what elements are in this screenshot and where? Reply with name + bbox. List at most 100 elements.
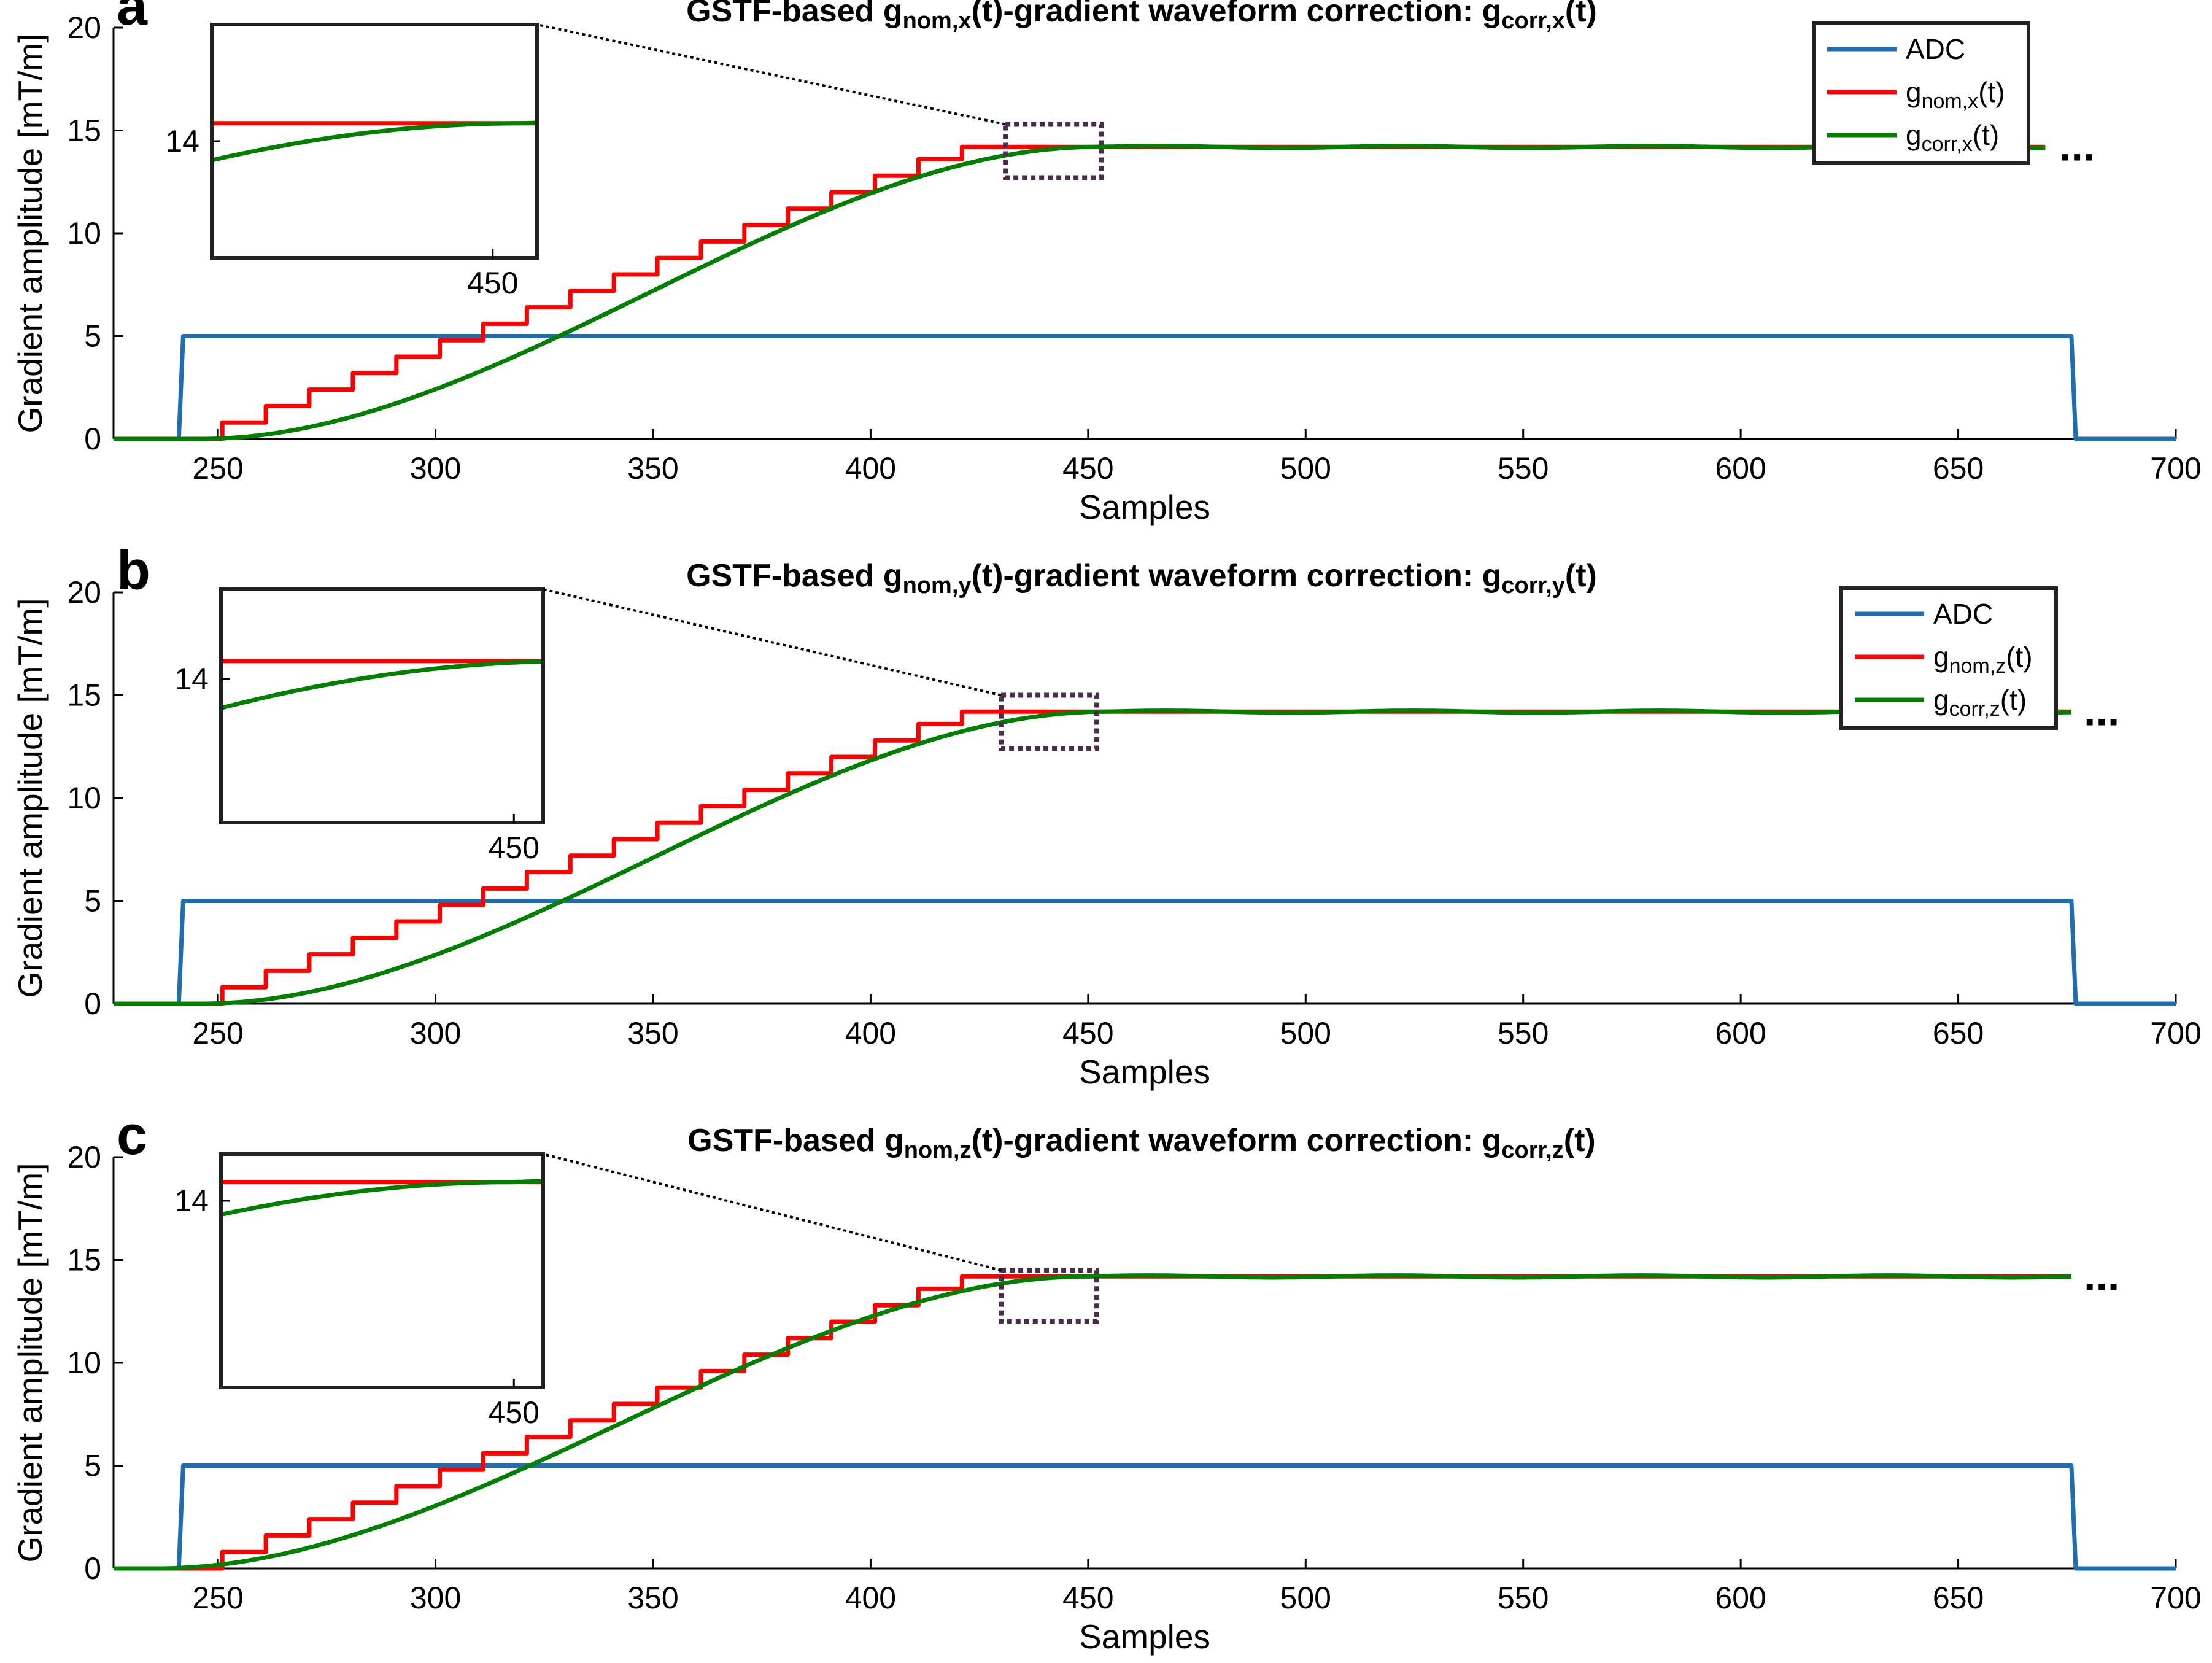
x-tick-label: 400 — [845, 451, 896, 486]
x-axis-label: Samples — [1079, 1618, 1210, 1656]
x-tick-label: 500 — [1280, 1581, 1331, 1615]
inset-series-line-g-corr — [223, 1179, 541, 1217]
y-axis-label: Gradient amplitude [mT/m] — [11, 33, 49, 433]
x-tick-label: 450 — [1062, 1581, 1113, 1615]
inset-y-tick-label: 14 — [174, 1184, 209, 1218]
y-tick-label: 0 — [84, 1551, 101, 1586]
zoom-connector-line — [536, 23, 1006, 126]
legend-entry-part: (t) — [2006, 641, 2032, 673]
x-tick-label: 300 — [410, 1581, 461, 1615]
x-tick-label: 600 — [1715, 1581, 1766, 1615]
chart-title-part: GSTF-based g — [687, 1123, 903, 1158]
x-tick-label: 500 — [1280, 1016, 1331, 1050]
legend-entry-part: nom,x — [1922, 90, 1979, 113]
zoom-connector-line — [543, 1153, 1002, 1272]
y-tick-label: 15 — [67, 114, 101, 148]
inset-y-tick-label: 14 — [165, 124, 199, 158]
chart-title-part: corr,y — [1501, 573, 1565, 599]
chart-title-part: (t)-gradient waveform correction: g — [972, 0, 1502, 29]
continuation-ellipsis: ... — [2084, 1251, 2119, 1299]
x-tick-label: 300 — [410, 1016, 461, 1050]
y-tick-label: 5 — [84, 319, 101, 354]
legend-entry: gcorr,x(t) — [1906, 119, 1999, 156]
legend-entry-part: g — [1933, 684, 1949, 716]
inset-plot: 450 14 — [174, 1152, 545, 1430]
x-tick-label: 650 — [1933, 1581, 1984, 1615]
legend-entry-part: (t) — [1973, 119, 1999, 151]
inset-series-group — [223, 1179, 541, 1217]
continuation-ellipsis: ... — [2084, 686, 2119, 734]
panel-letter: b — [117, 540, 150, 602]
chart-title-part: (t)-gradient waveform correction: g — [972, 558, 1502, 594]
y-axis-label: Gradient amplitude [mT/m] — [11, 1163, 49, 1562]
legend-entry: gnom,z(t) — [1933, 641, 2033, 678]
y-tick-label: 0 — [84, 987, 101, 1021]
inset-x-tick-label: 450 — [467, 266, 518, 300]
x-tick-label: 450 — [1062, 1016, 1113, 1050]
chart-title-part: (t) — [1564, 1123, 1596, 1158]
continuation-ellipsis: ... — [2059, 122, 2095, 169]
x-axis-label: Samples — [1079, 1053, 1210, 1091]
zoom-region-box — [999, 692, 1100, 751]
legend-entry: gcorr,z(t) — [1933, 684, 2027, 721]
y-tick-label: 10 — [67, 781, 101, 815]
inset-y-tick-label: 14 — [174, 662, 209, 696]
zoom-connector-line — [543, 588, 1002, 697]
y-tick-label: 15 — [67, 1243, 101, 1277]
panel-c: c GSTF-based gnom,z(t)-gradient waveform … — [11, 586, 2202, 1656]
x-tick-label: 350 — [627, 1581, 678, 1615]
legend-entry-part: corr,z — [1949, 697, 2000, 721]
legend-entry-part: nom,z — [1949, 654, 2006, 678]
x-tick-label: 700 — [2150, 451, 2201, 486]
chart-title: GSTF-based gnom,y(t)-gradient waveform c… — [686, 558, 1597, 599]
panel-letter: a — [117, 0, 148, 37]
inset-frame — [219, 1152, 545, 1389]
x-tick-label: 300 — [410, 451, 461, 486]
chart-title-part: GSTF-based g — [686, 558, 902, 594]
chart-title-part: GSTF-based g — [686, 0, 902, 29]
series-group — [114, 708, 2176, 1006]
x-tick-label: 250 — [192, 1581, 243, 1615]
legend-entry: ADC — [1906, 33, 1965, 65]
legend-entry-part: corr,x — [1922, 133, 1973, 156]
y-tick-label: 5 — [84, 1449, 101, 1483]
chart-title-part: nom,z — [904, 1138, 972, 1163]
chart-title-part: nom,y — [903, 573, 972, 599]
inset-series-group — [223, 659, 541, 710]
series-group — [114, 1273, 2176, 1571]
y-tick-label: 20 — [67, 1140, 101, 1174]
legend-entry-part: ADC — [1906, 33, 1965, 65]
legend-entry-part: (t) — [2000, 684, 2027, 716]
x-tick-label: 350 — [627, 451, 678, 486]
series-line-adc — [114, 1463, 2176, 1571]
y-tick-label: 15 — [67, 678, 101, 713]
chart-title-part: corr,z — [1501, 1138, 1563, 1163]
x-tick-label: 600 — [1715, 1016, 1766, 1050]
chart-title-part: nom,x — [903, 8, 972, 34]
x-tick-label: 400 — [845, 1581, 896, 1615]
legend-entry-part: g — [1933, 641, 1949, 673]
x-tick-label: 550 — [1498, 451, 1549, 486]
x-tick-label: 450 — [1062, 451, 1113, 486]
x-tick-label: 400 — [845, 1016, 896, 1050]
inset-series-line-g-corr — [214, 120, 535, 162]
series-line-g-corr — [114, 144, 2046, 441]
panel-a: a GSTF-based gnom,x(t)-gradient waveform … — [11, 0, 2202, 526]
y-tick-label: 10 — [67, 216, 101, 250]
y-tick-label: 10 — [67, 1346, 101, 1380]
legend-entry: gnom,x(t) — [1906, 76, 2005, 113]
inset-frame — [219, 587, 545, 824]
x-tick-label: 600 — [1715, 451, 1766, 486]
legend-entry-part: ADC — [1933, 598, 1993, 630]
y-tick-label: 20 — [67, 575, 101, 610]
zoom-region-box — [999, 1268, 1100, 1324]
y-tick-label: 5 — [84, 884, 101, 918]
legend-entry-part: g — [1906, 119, 1922, 151]
x-tick-label: 550 — [1498, 1581, 1549, 1615]
inset-x-tick-label: 450 — [489, 1395, 539, 1430]
panel-letter: c — [117, 1105, 147, 1166]
y-tick-label: 0 — [84, 422, 101, 456]
